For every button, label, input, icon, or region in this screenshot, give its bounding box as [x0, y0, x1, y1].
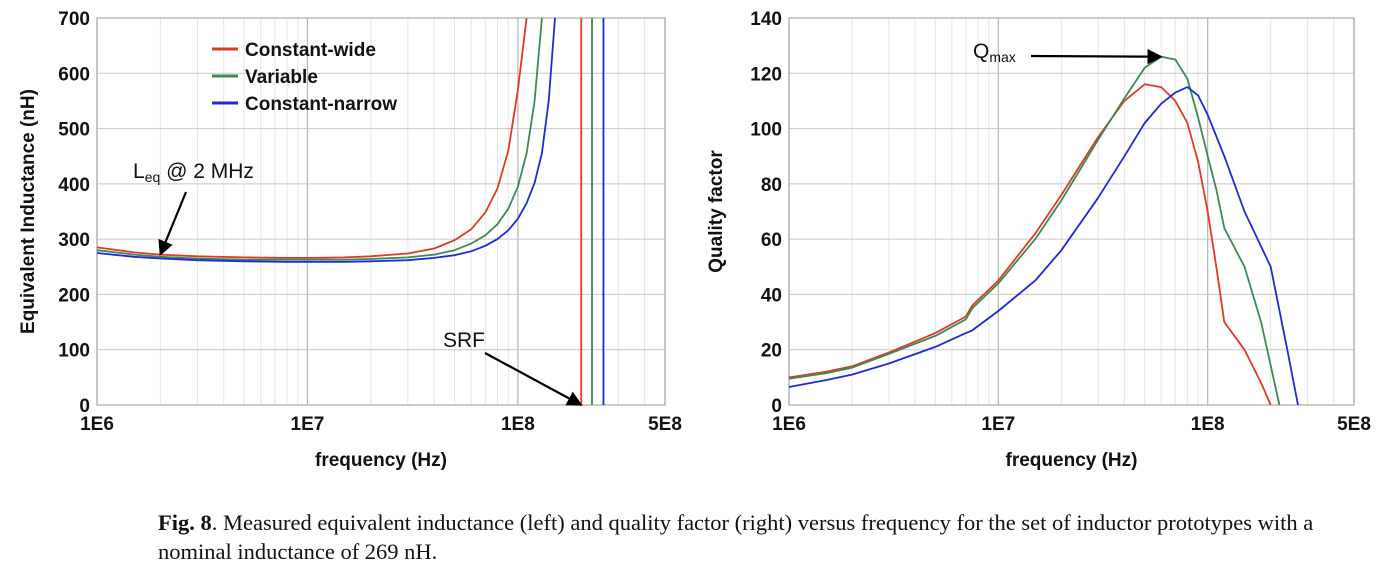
y-tick-label: 0: [771, 396, 782, 417]
series-line: [789, 86, 1299, 405]
inductance-chart: 1E6 1E7 1E8 5E8 0 100 200 300 400 500 600 700 freque…: [18, 9, 682, 471]
y-tick-label: 300: [58, 230, 90, 251]
y-tick-label: 0: [79, 396, 90, 417]
y-tick-label: 100: [750, 120, 782, 141]
x-tick-label: 1E6: [80, 414, 114, 435]
figure-caption: Fig. 8. Measured equivalent inductance (…: [158, 508, 1368, 566]
legend-label: Variable: [245, 67, 318, 88]
caption-text: . Measured equivalent inductance (left) …: [158, 510, 1314, 564]
x-tick-label: 1E8: [1191, 414, 1225, 435]
grid: [788, 17, 1355, 406]
y-axis-title: Quality factor: [706, 150, 727, 273]
annotation-arrow: [1030, 48, 1163, 65]
annotation-label: SRF: [443, 329, 485, 352]
y-tick-label: 60: [761, 230, 782, 251]
y-tick-label: 200: [58, 285, 90, 306]
x-tick-label: 1E7: [981, 414, 1015, 435]
legend: Constant-wide Variable Constant-narrow: [212, 40, 397, 115]
series-line: [97, 18, 543, 261]
y-tick-label: 20: [761, 341, 782, 362]
annotation: Leq @ 2 MHz: [133, 160, 254, 257]
x-tick-label: 5E8: [1337, 414, 1371, 435]
y-tick-label: 140: [750, 9, 782, 30]
x-tick-label: 1E6: [772, 414, 806, 435]
plot-frame: [96, 17, 666, 406]
annotation-label: Leq @ 2 MHz: [133, 160, 254, 185]
legend-label: Constant-wide: [245, 40, 376, 61]
x-axis-title: frequency (Hz): [315, 450, 447, 471]
y-tick-label: 700: [58, 9, 90, 30]
y-tick-label: 120: [750, 64, 782, 85]
quality-factor-chart: 1E6 1E7 1E8 5E8 0 20 40 60 80 100 120 140 frequency …: [706, 9, 1371, 471]
annotation: Qmax: [973, 40, 1163, 65]
annotation-label: Qmax: [973, 40, 1016, 65]
annotation-arrow: [158, 191, 188, 257]
x-axis-title: frequency (Hz): [1006, 450, 1138, 471]
x-tick-label: 1E7: [291, 414, 325, 435]
plot-frame: [788, 17, 1355, 406]
series-group: [789, 55, 1299, 405]
y-tick-label: 500: [58, 120, 90, 141]
series-line: [789, 83, 1272, 405]
annotation: SRF: [443, 329, 583, 406]
series-line: [789, 55, 1281, 405]
series-group: [97, 18, 605, 405]
annotation-arrow: [484, 352, 583, 406]
y-tick-label: 40: [761, 285, 782, 306]
y-tick-label: 80: [761, 175, 782, 196]
y-axis-title: Equivalent Inductance (nH): [18, 89, 39, 334]
figure-charts: 1E6 1E7 1E8 5E80100200300400500600700freque…: [18, 9, 1371, 471]
grid: [96, 17, 666, 406]
y-tick-label: 100: [58, 341, 90, 362]
legend-label: Constant-narrow: [245, 94, 397, 115]
series-line: [97, 18, 556, 263]
y-tick-label: 400: [58, 175, 90, 196]
y-tick-label: 600: [58, 64, 90, 85]
caption-label: Fig. 8: [158, 510, 212, 535]
x-tick-label: 1E8: [501, 414, 535, 435]
x-tick-label: 5E8: [648, 414, 682, 435]
series-line: [97, 18, 528, 259]
